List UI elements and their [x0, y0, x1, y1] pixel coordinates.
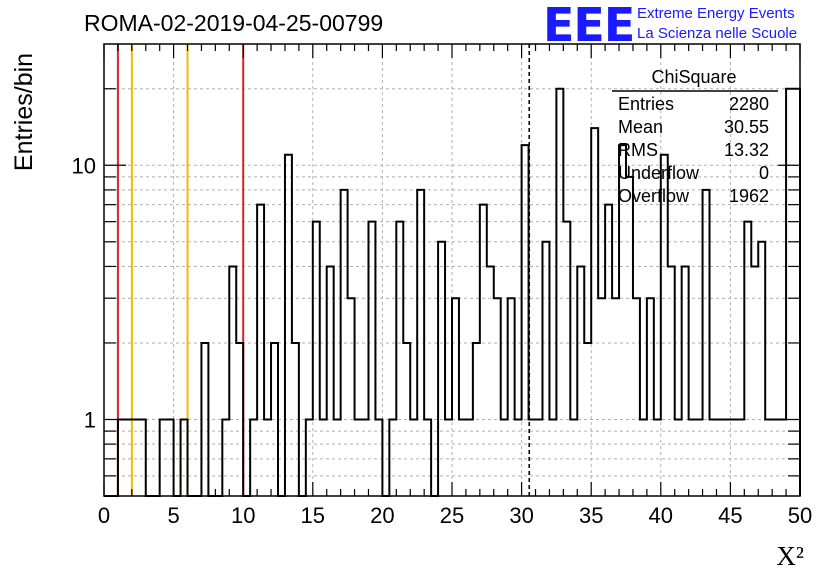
histogram-step-line [104, 87, 801, 497]
run-title: ROMA-02-2019-04-25-00799 [84, 10, 384, 36]
stats-row-value: 30.55 [724, 117, 769, 137]
y-tick-label: 1 [84, 407, 96, 432]
x-tick-label: 20 [370, 503, 394, 528]
stats-box-title: ChiSquare [651, 67, 736, 87]
x-tick-label: 25 [440, 503, 464, 528]
logo-tagline-1: Extreme Energy Events [637, 5, 795, 22]
x-tick-label: 50 [788, 503, 812, 528]
stats-row-value: 0 [759, 163, 769, 183]
stats-row-value: 1962 [729, 186, 769, 206]
y-tick-label: 10 [72, 153, 96, 178]
stats-row-value: 13.32 [724, 140, 769, 160]
axes: 0 5 10 15 20 25 30 35 40 45 50 1 10 [72, 44, 812, 528]
x-tick-label: 10 [231, 503, 255, 528]
stats-box: ChiSquare Entries 2280 Mean 30.55 RMS 13.32 Un… [612, 67, 778, 206]
x-tick-label: 40 [649, 503, 673, 528]
stats-row-label: RMS [618, 140, 658, 160]
stats-row-label: Overflow [618, 186, 690, 206]
logo-mark: EEE [543, 0, 635, 52]
x-tick-label: 5 [167, 503, 179, 528]
stats-row-label: Entries [618, 94, 674, 114]
y-axis-title: Entries/bin [10, 53, 38, 171]
x-tick-label: 0 [98, 503, 110, 528]
x-tick-label: 45 [718, 503, 742, 528]
stats-row-label: Mean [618, 117, 663, 137]
x-axis-title: X² [776, 541, 804, 571]
logo-tagline-2: La Scienza nelle Scuole [637, 25, 798, 42]
plot-frame [103, 43, 801, 497]
x-tick-label: 35 [579, 503, 603, 528]
x-tick-label: 30 [509, 503, 533, 528]
x-tick-label: 15 [301, 503, 325, 528]
stats-row-label: Underflow [618, 163, 700, 183]
stats-row-value: 2280 [729, 94, 769, 114]
